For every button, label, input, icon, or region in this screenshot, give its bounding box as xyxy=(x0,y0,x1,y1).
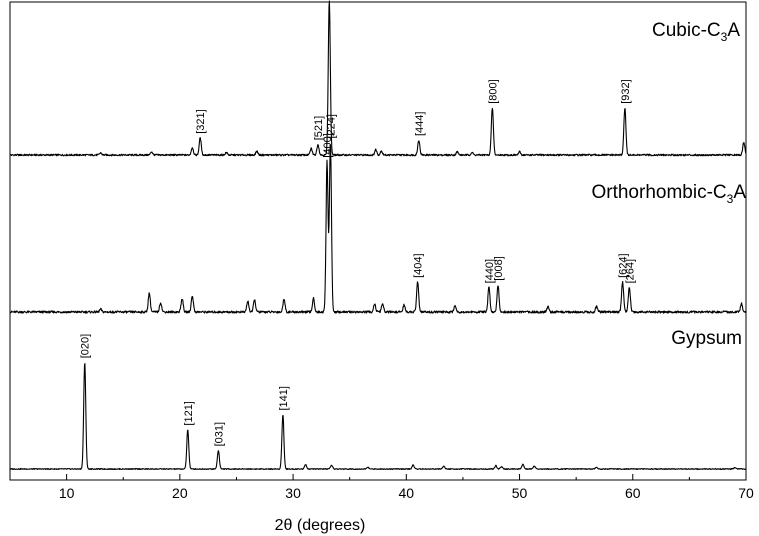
peak-label: [624] xyxy=(618,253,630,277)
series-name-2: Gypsum xyxy=(671,328,742,349)
series-group xyxy=(9,0,747,471)
x-tick-label: 50 xyxy=(512,485,528,501)
peak-label: [444] xyxy=(414,112,426,136)
peak-label: [521] xyxy=(313,116,325,140)
peak-label: [932] xyxy=(620,79,632,103)
peak-label: [224] xyxy=(325,114,337,138)
peak-label: [440] xyxy=(484,259,496,283)
series-name-0: Cubic-C3A xyxy=(652,20,740,44)
series-name-group: Cubic-C3A Orthorhombic-C3A Gypsum xyxy=(591,20,746,349)
peak-label-group: [321] [521] [440] [444] [800] [932] [400][224]… xyxy=(80,79,637,446)
x-axis-title: 2θ (degrees) xyxy=(275,517,366,534)
series-trace-0 xyxy=(9,0,747,157)
peak-label: [031] xyxy=(213,422,225,446)
peak-label: [020] xyxy=(80,334,92,358)
x-axis-ticks: 10 20 30 40 50 60 70 xyxy=(9,474,754,501)
peak-label: [800] xyxy=(487,79,499,103)
x-tick-label: 70 xyxy=(738,485,754,501)
peak-label: [400] xyxy=(322,133,334,157)
series-trace-2 xyxy=(9,363,747,471)
x-tick-label: 40 xyxy=(399,485,415,501)
x-tick-label: 60 xyxy=(625,485,641,501)
peak-label: [121] xyxy=(183,401,195,425)
peak-label: [141] xyxy=(278,386,290,410)
series-name-1: Orthorhombic-C3A xyxy=(591,182,746,206)
x-tick-label: 10 xyxy=(59,485,75,501)
x-tick-label: 30 xyxy=(285,485,301,501)
x-tick-label: 20 xyxy=(172,485,188,501)
series-trace-1 xyxy=(9,144,747,314)
peak-label: [264] xyxy=(624,259,636,283)
peak-label: [008] xyxy=(493,256,505,280)
peak-label: [404] xyxy=(413,253,425,277)
plot-frame xyxy=(9,1,747,481)
peak-label: [321] xyxy=(195,109,207,133)
